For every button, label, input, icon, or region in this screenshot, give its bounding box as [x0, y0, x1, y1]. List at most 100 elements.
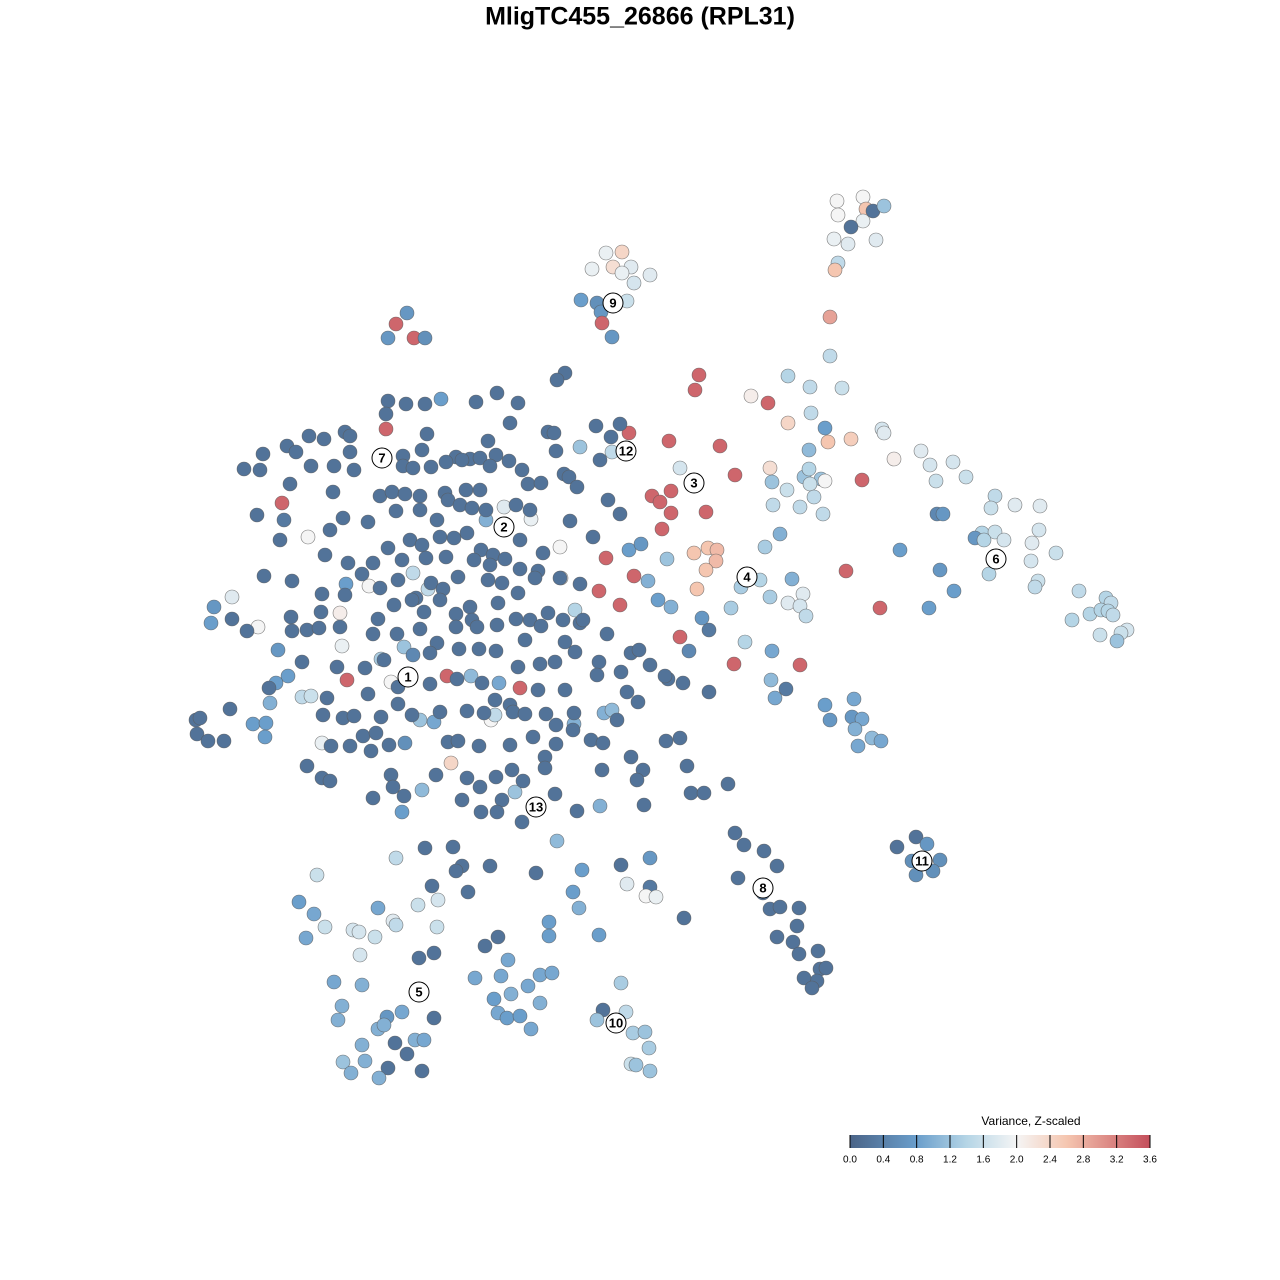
point [256, 568, 272, 584]
point [376, 652, 392, 668]
point [588, 418, 604, 434]
point [373, 709, 389, 725]
point [335, 510, 351, 526]
point [472, 450, 488, 466]
point [599, 626, 615, 642]
point [504, 762, 520, 778]
point [1064, 612, 1080, 628]
colorbar-tick-label: 2.0 [1010, 1155, 1024, 1166]
cluster-label: 5 [415, 984, 422, 999]
point [549, 833, 565, 849]
point [642, 267, 658, 283]
point [1092, 627, 1108, 643]
point [589, 667, 605, 683]
point [414, 442, 430, 458]
point [317, 919, 333, 935]
point [404, 707, 420, 723]
point [683, 785, 699, 801]
cluster-label: 13 [529, 799, 543, 814]
point [454, 452, 470, 468]
point [389, 626, 405, 642]
point [764, 474, 780, 490]
point [642, 1063, 658, 1079]
point [723, 600, 739, 616]
point [527, 570, 543, 586]
cluster-badge [736, 566, 758, 588]
point [508, 611, 524, 627]
point [387, 1035, 403, 1051]
point [820, 434, 836, 450]
point [383, 767, 399, 783]
point [399, 1046, 415, 1062]
point [255, 446, 271, 462]
point [727, 467, 743, 483]
point [416, 604, 432, 620]
point [815, 506, 831, 522]
point [438, 549, 454, 565]
cluster-label: 6 [992, 551, 999, 566]
point [315, 707, 331, 723]
point [876, 425, 892, 441]
point [372, 580, 388, 596]
point [589, 1012, 605, 1028]
point [404, 592, 420, 608]
point [945, 454, 961, 470]
point [510, 585, 526, 601]
point [252, 462, 268, 478]
point [464, 500, 480, 516]
point [619, 684, 635, 700]
cluster-badge [371, 447, 393, 469]
point [621, 542, 637, 558]
point [351, 924, 367, 940]
point [541, 914, 557, 930]
point [822, 348, 838, 364]
point [394, 804, 410, 820]
point [594, 315, 610, 331]
point [487, 692, 503, 708]
point [299, 622, 315, 638]
cluster-label: 9 [609, 295, 616, 310]
point [371, 1070, 387, 1086]
point [779, 482, 795, 498]
point [817, 473, 833, 489]
cluster-label: 1 [404, 669, 411, 684]
cluster-badge [683, 472, 705, 494]
cluster-badge [397, 666, 419, 688]
point [663, 599, 679, 615]
point [520, 978, 536, 994]
colorbar-tick-label: 1.2 [943, 1155, 957, 1166]
point [357, 1053, 373, 1069]
point [494, 575, 510, 591]
point [451, 641, 467, 657]
point [510, 395, 526, 411]
point [712, 438, 728, 454]
point [316, 431, 332, 447]
point [284, 573, 300, 589]
point [626, 568, 642, 584]
point [650, 592, 666, 608]
point [490, 595, 506, 611]
point [843, 219, 859, 235]
point [200, 733, 216, 749]
point [687, 382, 703, 398]
point [490, 929, 506, 945]
colorbar-tick-label: 0.8 [910, 1155, 924, 1166]
point [633, 536, 649, 552]
point [737, 634, 753, 650]
point [1027, 579, 1043, 595]
point [583, 732, 599, 748]
point [769, 929, 785, 945]
point [342, 738, 358, 754]
point [533, 475, 549, 491]
point [388, 316, 404, 332]
point [762, 589, 778, 605]
point [339, 672, 355, 688]
point [913, 443, 929, 459]
point [460, 884, 476, 900]
point [512, 680, 528, 696]
point [340, 555, 356, 571]
point [274, 495, 290, 511]
point [380, 1060, 396, 1076]
point [346, 462, 362, 478]
